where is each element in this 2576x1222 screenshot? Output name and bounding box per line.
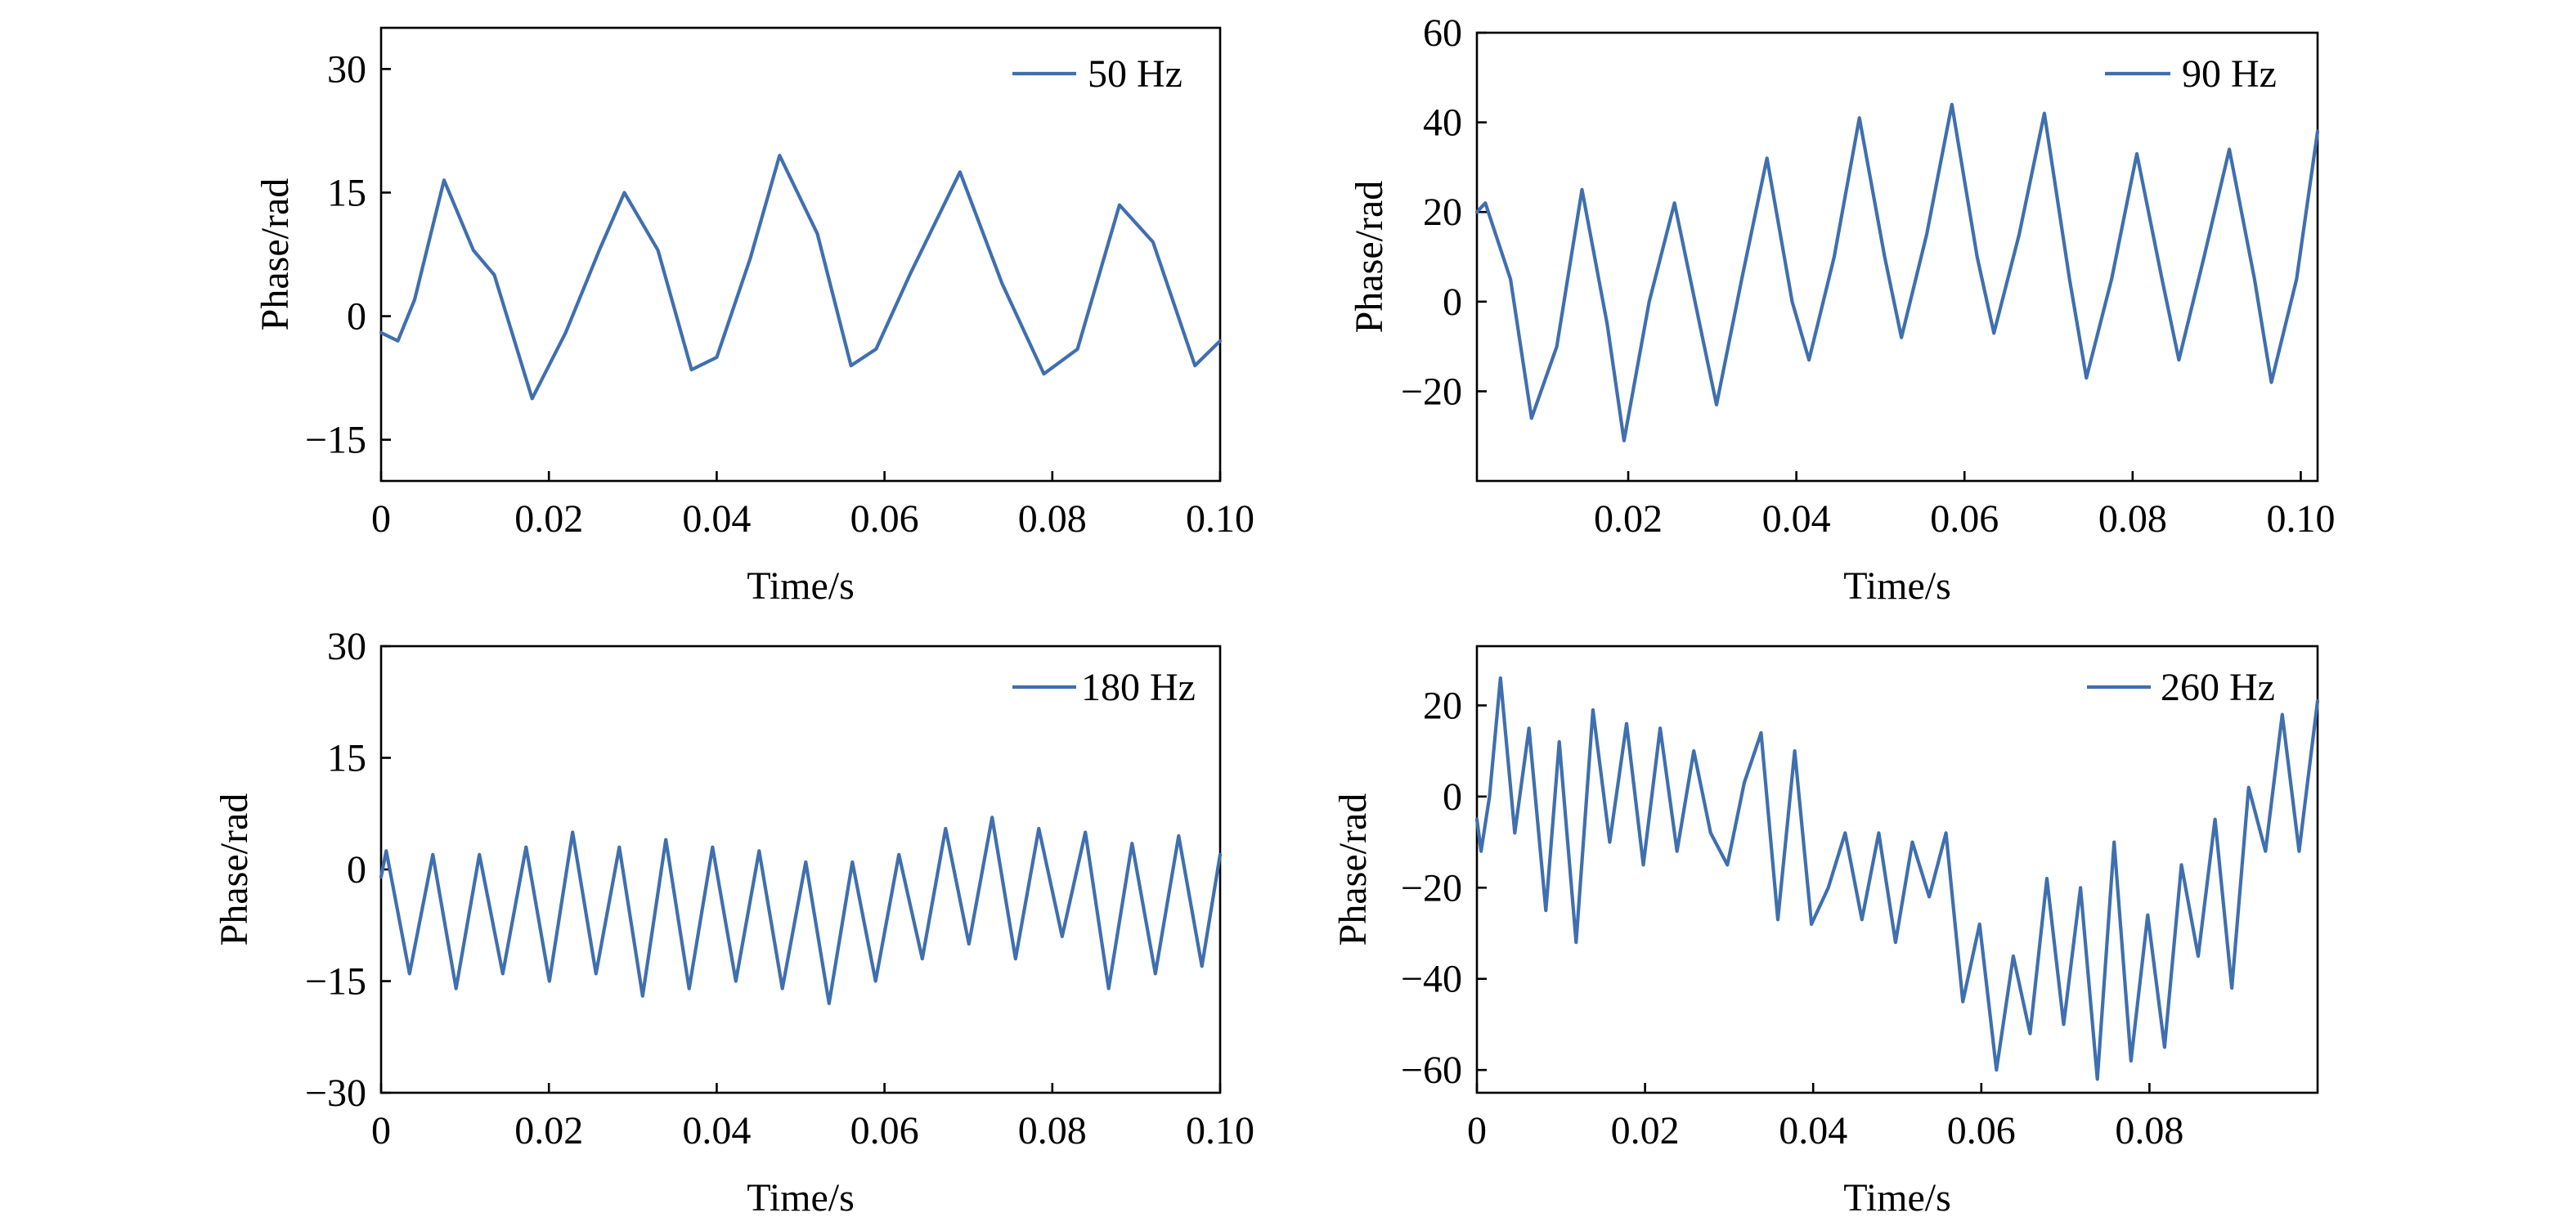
series-line-260-hz (1474, 676, 2320, 1081)
plot-frame (1475, 645, 2319, 1094)
legend-label: 180 Hz (1081, 666, 1196, 709)
y-tick-label: 20 (1423, 684, 1462, 727)
legend-label: 260 Hz (2161, 666, 2275, 709)
y-tick-label: 20 (1423, 191, 1462, 234)
chart-panel-50hz: 0 0.02 0.04 0.06 0.08 0.10−1501530Time/sPhase… (254, 26, 1254, 608)
y-tick-label: −40 (1401, 958, 1462, 1001)
y-tick-label: −60 (1401, 1049, 1462, 1092)
y-tick-label: −30 (305, 1071, 366, 1115)
x-tick-label: 0.02 (514, 497, 583, 541)
y-tick-label: 30 (327, 625, 366, 668)
y-tick-label: −20 (1401, 370, 1462, 413)
x-tick-label: 0.02 (1611, 1109, 1680, 1152)
series-line-50-hz (379, 154, 1223, 401)
x-tick-label: 0.08 (2098, 497, 2167, 541)
x-axis-label: Time/s (1843, 564, 1951, 608)
y-axis-label: Phase/rad (1348, 181, 1391, 334)
x-tick-label: 0.08 (1018, 497, 1087, 541)
y-tick-label: 0 (347, 295, 366, 339)
plot-frame (379, 645, 1222, 1094)
chart-panel-90hz: 0.02 0.04 0.06 0.08 0.10 −20 0 20 40 60 Time/s Phas… (1348, 11, 2335, 608)
x-tick-label: 0 (1467, 1109, 1487, 1152)
y-axis-label: Phase/rad (254, 178, 297, 331)
x-tick-label: 0.06 (850, 497, 919, 541)
x-tick-label: 0.04 (1762, 497, 1831, 541)
x-tick-label: 0 (371, 1109, 391, 1152)
x-tick-label: 0.10 (2266, 497, 2335, 541)
plot-frame (379, 26, 1222, 483)
x-tick-label: 0.06 (1947, 1109, 2016, 1152)
x-tick-label: 0.04 (682, 497, 751, 541)
legend-label: 50 Hz (1088, 52, 1183, 96)
y-axis-label: Phase/rad (213, 793, 256, 946)
y-tick-label: −15 (305, 419, 366, 462)
x-tick-label: 0.02 (514, 1109, 583, 1152)
x-tick-label: 0 (371, 497, 391, 541)
x-tick-label: 0.10 (1186, 497, 1254, 541)
y-tick-label: 15 (327, 171, 366, 214)
y-tick-label: 0 (347, 848, 366, 892)
x-tick-label: 0.06 (1930, 497, 1999, 541)
x-tick-label: 0.08 (1018, 1109, 1087, 1152)
x-axis-label: Time/s (747, 564, 855, 608)
y-tick-label: 30 (327, 47, 366, 91)
x-tick-label: 0.04 (682, 1109, 751, 1152)
plot-frame (1475, 31, 2319, 483)
y-tick-label: 40 (1423, 101, 1462, 145)
series-line-180-hz (379, 815, 1223, 1005)
x-tick-label: 0.10 (1186, 1109, 1254, 1152)
x-tick-label: 0.06 (850, 1109, 919, 1152)
y-tick-label: 15 (327, 737, 366, 780)
x-tick-label: 0.04 (1779, 1109, 1847, 1152)
x-tick-label: 0.08 (2115, 1109, 2183, 1152)
series-line-90-hz (1474, 102, 2320, 443)
y-axis-label: Phase/rad (1331, 793, 1375, 946)
legend-label: 90 Hz (2182, 52, 2277, 96)
x-axis-label: Time/s (747, 1176, 855, 1220)
y-tick-label: 60 (1423, 11, 1462, 55)
chart-panel-180hz: 0 0.02 0.04 0.06 0.08 0.10 −30 −15 0 15 30 Time/s Ph… (213, 625, 1254, 1220)
y-tick-label: −20 (1401, 866, 1462, 910)
y-tick-label: 0 (1443, 281, 1462, 324)
y-tick-label: −15 (305, 960, 366, 1004)
y-tick-label: 0 (1443, 775, 1462, 819)
chart-panel-260hz: 0 0.02 0.04 0.06 0.08 −60 −40 −20 0 20 Time/s Phase… (1331, 645, 2320, 1220)
x-axis-label: Time/s (1843, 1176, 1951, 1220)
x-tick-label: 0.02 (1594, 497, 1663, 541)
